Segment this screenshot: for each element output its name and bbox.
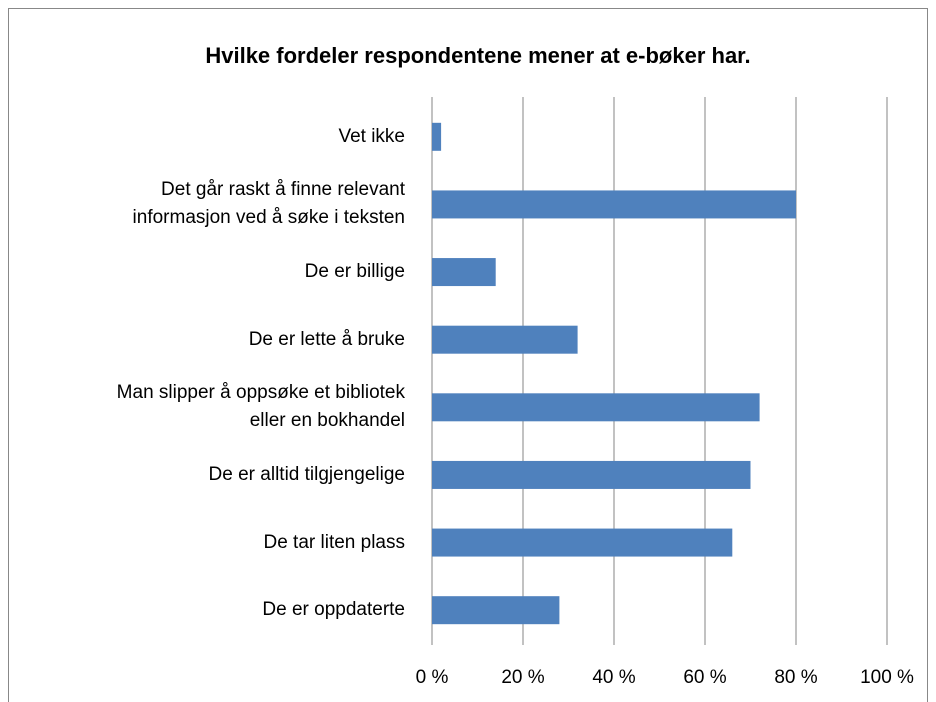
x-tick-label: 60 % <box>683 667 726 688</box>
y-tick-label: Det går raskt å finne relevant informasj… <box>132 179 405 229</box>
y-tick-label: Vet ikke <box>338 125 405 147</box>
y-tick-label: De er alltid tilgjengelige <box>208 463 405 485</box>
x-tick-label: 80 % <box>774 667 817 688</box>
y-tick-label: Man slipper å oppsøke et bibliotek eller… <box>116 382 405 432</box>
x-tick-label: 0 % <box>416 667 449 688</box>
x-tick-label: 40 % <box>592 667 635 688</box>
chart-title: Hvilke fordeler respondentene mener at e… <box>205 43 750 68</box>
chart-border <box>8 8 928 702</box>
bar <box>432 258 496 287</box>
bar <box>432 528 733 557</box>
y-tick-label: De tar liten plass <box>263 531 405 553</box>
bar <box>432 596 560 625</box>
x-tick-label: 100 % <box>860 667 914 688</box>
y-tick-label: De er oppdaterte <box>262 599 405 621</box>
bar <box>432 460 751 489</box>
bar <box>432 122 442 151</box>
bar <box>432 325 578 354</box>
bar <box>432 393 760 422</box>
bar <box>432 190 796 219</box>
y-tick-label: De er billige <box>304 261 405 283</box>
y-tick-label: De er lette å bruke <box>248 328 405 350</box>
x-tick-label: 20 % <box>501 667 544 688</box>
